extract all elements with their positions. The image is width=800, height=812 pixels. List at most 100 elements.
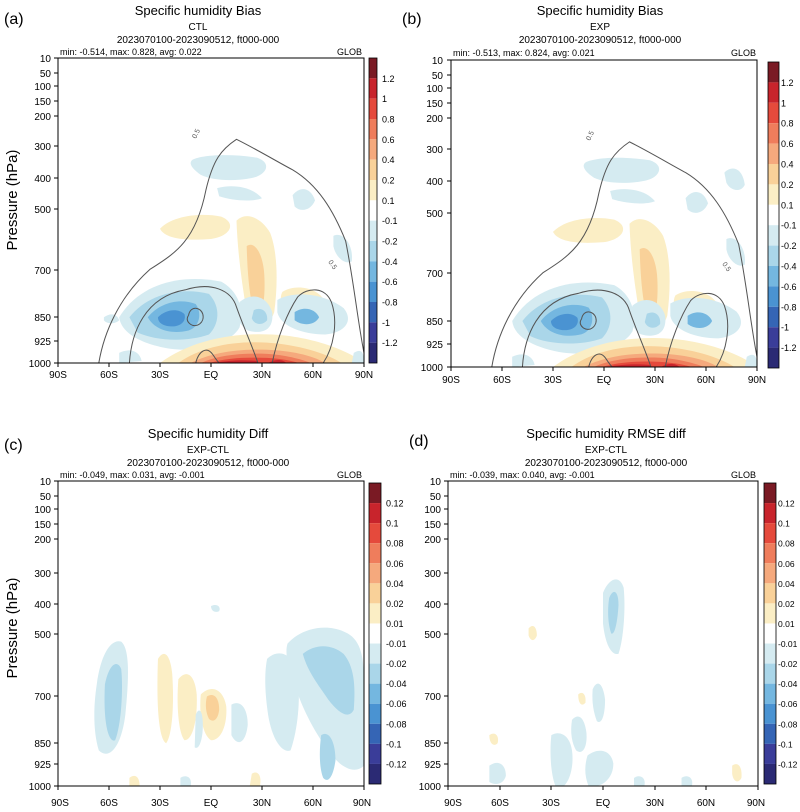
y-tick-label: 150	[34, 520, 51, 531]
y-tick-label: 700	[426, 269, 443, 280]
colorbar-label: -0.6	[382, 277, 398, 287]
colorbar-swatch	[764, 723, 776, 744]
colorbar-swatch	[764, 483, 776, 504]
colorbar-frame	[368, 57, 378, 364]
panel-period: 2023070100-2023090512, ft000-000	[519, 35, 682, 46]
y-tick-label: 500	[34, 630, 51, 641]
x-tick-label: 60S	[100, 798, 118, 809]
field-c-dry-strip	[194, 710, 203, 748]
panel-region: GLOB	[337, 470, 362, 480]
colorbar-swatch	[768, 245, 779, 266]
field-b-north-dry	[687, 312, 713, 328]
x-tick-label: 30S	[544, 375, 562, 386]
field-d-lower-dry	[489, 762, 506, 784]
y-tick-label: 925	[34, 337, 51, 348]
colorbar-swatch	[369, 58, 377, 79]
x-axis: 90S 60S 30S EQ 30N 60N 90N	[442, 367, 766, 386]
x-tick-label: 60N	[697, 798, 715, 809]
y-tick-label: 50	[432, 71, 444, 82]
field-c-surface	[249, 772, 261, 786]
colorbar-swatch	[369, 683, 381, 704]
colorbar-swatch	[369, 583, 381, 604]
field-a-north-dry	[103, 314, 120, 324]
field-a-east-dry	[333, 234, 353, 263]
x-tick-label: EQ	[597, 375, 612, 386]
colorbar-swatch	[764, 523, 776, 544]
contour-label: 0.5	[326, 259, 337, 271]
field-b-mid-moist	[553, 217, 624, 243]
field-d-lower-dry	[550, 733, 573, 786]
field-b-contour	[579, 311, 597, 330]
colorbar-label: -0.01	[778, 639, 798, 649]
colorbar-label: 1.2	[382, 74, 395, 84]
field-d-moist	[578, 692, 586, 705]
colorbar-label: 0.8	[781, 119, 794, 129]
contour-label: 0.5	[720, 261, 731, 273]
field-a-east-dry	[292, 189, 316, 210]
field-b-contour	[521, 289, 652, 367]
x-tick-label: 90N	[355, 370, 373, 381]
panel-c: (c) Specific humidity Diff EXP-CTL 20230…	[4, 426, 407, 809]
colorbar-c: 0.12 0.1 0.08 0.06 0.04 0.02 0.01 -0.01 …	[368, 482, 407, 785]
x-axis: 90S 60S 30S EQ 30N 60N 90N	[49, 363, 373, 381]
y-tick-label: 850	[424, 739, 441, 750]
panel-region: GLOB	[731, 48, 756, 58]
colorbar-swatch	[768, 102, 779, 124]
colorbar-label: 0.02	[386, 599, 404, 609]
colorbar-swatch	[768, 266, 779, 287]
field-c-north-dry	[265, 653, 299, 751]
y-tick-label: 400	[424, 600, 441, 611]
colorbar-label: 0.12	[778, 499, 795, 509]
colorbar-swatch	[768, 164, 779, 185]
y-tick-label: 500	[424, 630, 441, 641]
y-tick-label: 700	[34, 266, 51, 277]
y-tick-label: 700	[34, 692, 51, 703]
y-tick-label: 300	[34, 142, 51, 153]
colorbar-swatch	[768, 225, 779, 246]
y-axis-label: Pressure (hPa)	[4, 150, 21, 251]
x-tick-label: 90N	[748, 375, 766, 386]
colorbar-swatch	[369, 603, 381, 624]
panel-stats: min: -0.514, max: 0.828, avg: 0.022	[60, 47, 202, 57]
colorbar-label: -0.4	[781, 262, 797, 272]
colorbar-swatch	[369, 261, 377, 282]
field-b-east-dry	[724, 168, 745, 191]
colorbar-label: 0.01	[778, 619, 795, 629]
x-tick-label: EQ	[204, 798, 219, 809]
y-tick-label: 1000	[29, 782, 52, 793]
field-b-south-core	[550, 313, 578, 331]
colorbar-label: 0.12	[386, 499, 404, 509]
x-tick-label: 60S	[493, 375, 511, 386]
y-tick-label: 1000	[29, 359, 52, 370]
field-d-surface	[633, 776, 645, 786]
panel-region: GLOB	[731, 470, 756, 480]
field-c	[94, 604, 364, 786]
colorbar-swatch	[764, 623, 776, 644]
colorbar-label: -0.06	[778, 699, 798, 709]
colorbar-swatch	[768, 347, 779, 368]
colorbar-swatch	[369, 763, 381, 784]
colorbar-label: 0.2	[382, 176, 395, 186]
colorbar-label: -1.2	[382, 338, 398, 348]
field-a-contour	[98, 138, 364, 363]
colorbar-frame	[368, 482, 382, 785]
panel-letter: (b)	[402, 11, 422, 28]
colorbar-label: -0.1	[386, 739, 402, 749]
panel-stats: min: -0.039, max: 0.040, avg: -0.001	[450, 470, 595, 480]
colorbar-swatch	[369, 523, 381, 544]
colorbar-swatch	[764, 703, 776, 724]
field-b-surface-dry	[744, 354, 757, 367]
colorbar-frame	[763, 482, 777, 785]
field-a-north-dry	[294, 308, 320, 325]
y-tick-label: 200	[34, 112, 51, 123]
x-tick-label: 30N	[646, 375, 664, 386]
x-tick-label: 90S	[444, 798, 462, 809]
colorbar-label: -0.12	[386, 759, 407, 769]
panel-subtitle: EXP-CTL	[585, 445, 628, 456]
colorbar-label: 0.01	[386, 619, 404, 629]
colorbar-swatch	[369, 623, 381, 644]
colorbar-label: -0.1	[781, 221, 797, 231]
field-a-surface-dry	[351, 350, 364, 363]
colorbar-label: 0.02	[778, 599, 795, 609]
colorbar-swatch	[369, 543, 381, 564]
